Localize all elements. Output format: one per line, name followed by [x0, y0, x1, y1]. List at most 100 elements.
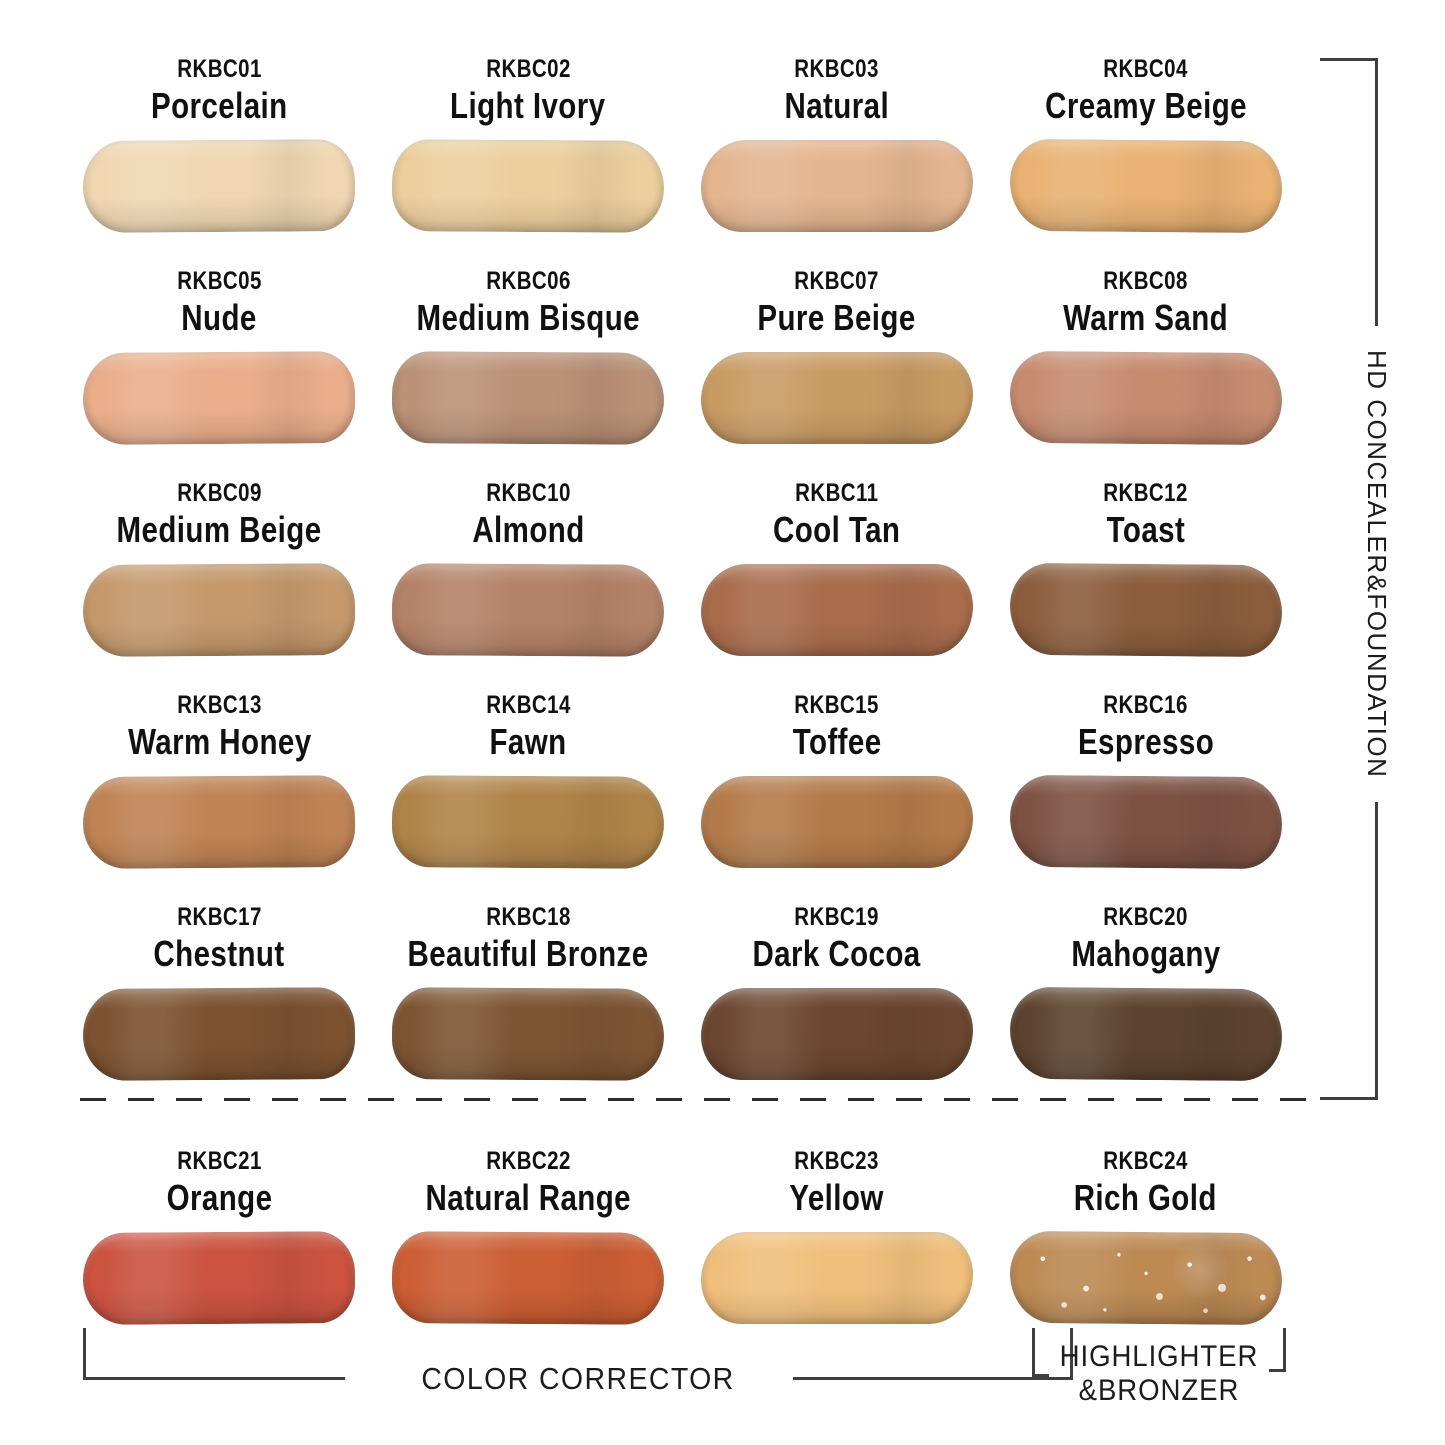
shade-cell-rkbc09: RKBC09 Medium Beige: [65, 464, 374, 676]
bracket-tick: [1320, 58, 1378, 61]
bracket-corner: [1032, 1374, 1049, 1377]
shade-swatch-rkbc23: [700, 1232, 973, 1324]
shade-cell-rkbc07: RKBC07 Pure Beige: [683, 252, 992, 464]
shade-code: RKBC14: [485, 691, 571, 719]
bracket-line: [1375, 802, 1378, 1100]
highlighter-label-line2: &BRONZER: [1078, 1374, 1240, 1407]
shade-swatch-rkbc14: [391, 775, 665, 869]
shade-code: RKBC19: [794, 903, 880, 931]
shade-code: RKBC03: [794, 55, 880, 83]
bracket-tick: [1070, 1328, 1073, 1380]
shade-cell-rkbc21: RKBC21 Orange: [65, 1132, 374, 1344]
shade-cell-rkbc02: RKBC02 Light Ivory: [374, 40, 683, 252]
shade-name: Beautiful Bronze: [407, 933, 649, 974]
shade-name: Nude: [181, 297, 258, 338]
highlighter-label-line1: HIGHLIGHTER: [1059, 1340, 1259, 1373]
shade-code: RKBC04: [1103, 55, 1188, 83]
shade-cell-rkbc18: RKBC18 Beautiful Bronze: [374, 888, 683, 1100]
shade-grid-bottom: RKBC21 Orange RKBC22 Natural Range RKBC23 Yel…: [65, 1132, 1300, 1344]
bracket-corner: [1283, 1328, 1286, 1372]
shade-swatch-rkbc01: [83, 139, 356, 233]
shade-cell-rkbc23: RKBC23 Yellow: [683, 1132, 992, 1344]
color-corrector-label: COLOR CORRECTOR: [421, 1361, 735, 1396]
shade-cell-rkbc11: RKBC11 Cool Tan: [683, 464, 992, 676]
shade-cell-rkbc16: RKBC16 Espresso: [991, 676, 1300, 888]
shade-swatch-rkbc24: [1009, 1230, 1283, 1326]
bracket-line: [83, 1377, 345, 1380]
shade-cell-rkbc15: RKBC15 Toffee: [683, 676, 992, 888]
shade-swatch-rkbc17: [83, 987, 356, 1081]
shade-code: RKBC12: [1103, 479, 1188, 507]
shade-swatch-rkbc10: [391, 563, 665, 657]
hd-concealer-foundation-label: HD CONCEALER&FOUNDATION: [1362, 349, 1392, 779]
shade-swatch-rkbc22: [391, 1231, 665, 1325]
shade-cell-rkbc17: RKBC17 Chestnut: [65, 888, 374, 1100]
shade-name: Mahogany: [1070, 933, 1221, 974]
shade-swatch-rkbc05: [83, 351, 356, 445]
shade-code: RKBC06: [485, 267, 571, 295]
shade-name: Toffee: [792, 721, 882, 762]
highlighter-bronzer-bracket: HIGHLIGHTER &BRONZER: [1032, 1328, 1286, 1438]
shade-cell-rkbc14: RKBC14 Fawn: [374, 676, 683, 888]
dashed-divider: [80, 1098, 1308, 1101]
shade-code: RKBC05: [177, 267, 262, 295]
shade-cell-rkbc22: RKBC22 Natural Range: [374, 1132, 683, 1344]
shade-name: Natural: [784, 85, 890, 126]
shade-cell-rkbc24: RKBC24 Rich Gold: [991, 1132, 1300, 1344]
shade-cell-rkbc12: RKBC12 Toast: [991, 464, 1300, 676]
shade-cell-rkbc05: RKBC05 Nude: [65, 252, 374, 464]
shade-code: RKBC17: [177, 903, 262, 931]
shade-name: Light Ivory: [450, 85, 606, 126]
shade-code: RKBC08: [1103, 267, 1188, 295]
bracket-line: [793, 1377, 1073, 1380]
hd-concealer-foundation-bracket: HD CONCEALER&FOUNDATION: [1320, 58, 1392, 1100]
shade-cell-rkbc06: RKBC06 Medium Bisque: [374, 252, 683, 464]
shade-cell-rkbc03: RKBC03 Natural: [683, 40, 992, 252]
shade-swatch-rkbc16: [1009, 774, 1283, 870]
shade-name: Almond: [471, 509, 585, 550]
shade-swatch-rkbc02: [391, 139, 665, 233]
shade-name: Natural Range: [425, 1177, 631, 1218]
shade-code: RKBC22: [485, 1147, 571, 1175]
shade-swatch-rkbc12: [1009, 562, 1283, 658]
shade-swatch-rkbc15: [700, 776, 973, 868]
shade-swatch-rkbc04: [1009, 138, 1283, 234]
shade-cell-rkbc10: RKBC10 Almond: [374, 464, 683, 676]
shade-name: Creamy Beige: [1044, 85, 1247, 126]
highlighter-bronzer-label: HIGHLIGHTER &BRONZER: [1060, 1340, 1259, 1408]
shade-swatch-rkbc20: [1009, 986, 1283, 1082]
shade-name: Medium Bisque: [416, 297, 640, 338]
shade-cell-rkbc01: RKBC01 Porcelain: [65, 40, 374, 252]
shade-name: Toast: [1106, 509, 1185, 550]
shade-code: RKBC15: [794, 691, 880, 719]
shade-name: Fawn: [489, 721, 567, 762]
shade-swatch-rkbc19: [700, 988, 973, 1080]
shade-code: RKBC20: [1103, 903, 1188, 931]
shade-name: Dark Cocoa: [752, 933, 921, 974]
shade-cell-rkbc20: RKBC20 Mahogany: [991, 888, 1300, 1100]
shade-code: RKBC10: [485, 479, 571, 507]
shade-name: Warm Sand: [1063, 297, 1229, 338]
shade-code: RKBC13: [177, 691, 262, 719]
shade-code: RKBC16: [1103, 691, 1188, 719]
shade-code: RKBC18: [485, 903, 571, 931]
bracket-line: [1375, 58, 1378, 326]
shade-swatch-rkbc06: [391, 351, 665, 445]
shade-name: Orange: [166, 1177, 273, 1218]
shade-cell-rkbc19: RKBC19 Dark Cocoa: [683, 888, 992, 1100]
shade-swatch-rkbc21: [83, 1231, 356, 1325]
shade-code: RKBC09: [177, 479, 262, 507]
shade-grid-top: RKBC01 Porcelain RKBC02 Light Ivory RKBC03 Na…: [65, 40, 1300, 1100]
shade-name: Warm Honey: [127, 721, 312, 762]
shade-name: Medium Beige: [116, 509, 322, 550]
shade-code: RKBC23: [794, 1147, 880, 1175]
shade-code: RKBC24: [1103, 1147, 1188, 1175]
shade-swatch-rkbc11: [700, 564, 973, 656]
shade-cell-rkbc08: RKBC08 Warm Sand: [991, 252, 1300, 464]
shade-name: Chestnut: [153, 933, 285, 974]
color-corrector-bracket: COLOR CORRECTOR: [83, 1328, 1073, 1396]
shade-name: Porcelain: [151, 85, 288, 126]
shade-name: Espresso: [1077, 721, 1214, 762]
shade-swatch-rkbc03: [700, 140, 973, 232]
